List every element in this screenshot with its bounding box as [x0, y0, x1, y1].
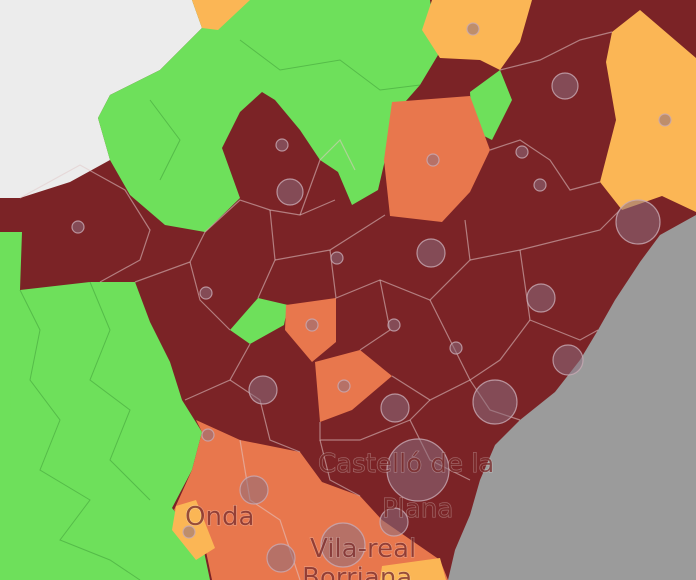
region-light-orange [422, 0, 532, 70]
bubble [386, 438, 450, 502]
sea [448, 215, 696, 580]
bubble [379, 507, 409, 537]
place-label: Onda [185, 502, 254, 532]
bubble [515, 145, 529, 159]
outside-region [0, 0, 202, 198]
bubble [330, 251, 344, 265]
borders [19, 31, 621, 580]
border [299, 138, 356, 216]
place-label: Borriana [302, 563, 412, 580]
border [89, 281, 151, 501]
place-label: Plana [382, 494, 453, 524]
region-orange [315, 350, 392, 422]
border [149, 99, 181, 181]
region-light-orange [192, 0, 250, 30]
bubble [248, 375, 278, 405]
bubble [526, 283, 556, 313]
border [19, 289, 141, 580]
border [489, 139, 601, 191]
bubble [416, 238, 446, 268]
bubble [466, 22, 480, 36]
bubble [658, 113, 672, 127]
bubble [387, 318, 401, 332]
border [519, 249, 599, 341]
region-orange [174, 420, 448, 580]
bubble [275, 138, 289, 152]
bubbles [71, 22, 672, 573]
border [319, 399, 431, 441]
bubble [199, 286, 213, 300]
bubble [426, 153, 440, 167]
border [499, 31, 613, 71]
region-light-orange [380, 558, 446, 580]
region-light-orange [600, 10, 696, 212]
bubble [201, 428, 215, 442]
region-green [0, 350, 12, 425]
border [189, 261, 231, 331]
border [329, 219, 471, 301]
bubble [337, 379, 351, 393]
border [319, 439, 361, 497]
bubble [551, 72, 579, 100]
border [469, 209, 621, 261]
bubble [615, 199, 661, 245]
region-green [230, 298, 288, 344]
bubble [239, 475, 269, 505]
place-label: Vila-real [310, 534, 416, 564]
bubble [552, 344, 584, 376]
bubble [71, 220, 85, 234]
border [239, 39, 421, 91]
region-green [470, 70, 512, 140]
bubble [533, 178, 547, 192]
region-green [98, 0, 438, 232]
border [229, 379, 301, 453]
bubble [276, 178, 304, 206]
place-label: Castelló de la [318, 449, 494, 479]
bubble [449, 341, 463, 355]
bubble [472, 379, 518, 425]
bubble [380, 393, 410, 423]
region-green [0, 232, 210, 580]
bubble [266, 543, 296, 573]
bubble [320, 522, 366, 568]
bubble [305, 318, 319, 332]
border [19, 164, 151, 283]
bubble [182, 525, 196, 539]
